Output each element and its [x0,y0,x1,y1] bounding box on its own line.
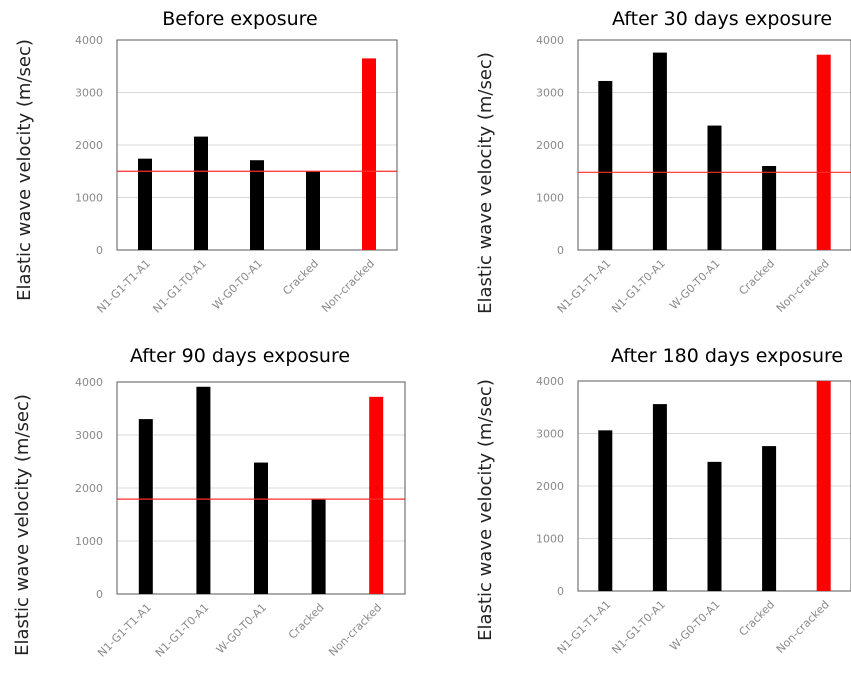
x-tick-label: N1-G1-T0-A1 [150,257,209,316]
bar-cracked [762,446,777,591]
y-tick-label: 3000 [75,429,103,442]
y-tick-label: 2000 [536,139,564,152]
y-tick-label: 1000 [536,533,564,546]
y-tick-label: 1000 [75,535,103,548]
bar-w-g0-t0-a1 [250,160,264,250]
x-tick-label: Non-cracked [774,257,832,315]
y-axis-label: Elastic wave velocity (m/sec) [475,52,496,314]
bar-non-cracked [369,396,384,594]
x-tick-label: W-G0-T0-A1 [214,601,269,656]
chart-title: Before exposure [162,8,317,30]
panel-180-days: After 180 days exposure Elastic wave velo… [475,345,851,657]
x-tick-label: Non-cracked [319,257,377,315]
y-tick-label: 3000 [536,428,564,441]
chart-title: After 180 days exposure [611,345,843,367]
y-tick-label: 2000 [75,482,103,495]
bar-w-g0-t0-a1 [707,125,722,250]
chart-title: After 90 days exposure [130,345,350,367]
bar-n1-g1-t0-a1 [196,386,211,594]
y-tick-label: 4000 [75,34,103,47]
y-tick-label: 0 [96,588,103,601]
y-tick-label: 2000 [536,480,564,493]
y-tick-label: 3000 [536,87,564,100]
bar-n1-g1-t0-a1 [194,136,208,250]
y-tick-label: 3000 [75,87,103,100]
x-tick-label: W-G0-T0-A1 [667,598,722,653]
y-axis-label: Elastic wave velocity (m/sec) [14,39,35,301]
x-tick-label: N1-G1-T1-A1 [555,598,614,657]
bar-cracked [311,499,326,594]
bar-n1-g1-t1-a1 [598,430,613,591]
y-tick-label: 0 [557,585,564,598]
x-tick-label: N1-G1-T1-A1 [95,601,154,660]
panel-before: Before exposure Elastic wave velocity (m/… [14,8,398,316]
y-tick-label: 1000 [536,192,564,205]
y-axis-label: Elastic wave velocity (m/sec) [12,394,33,656]
bar-non-cracked [816,54,831,251]
x-tick-label: N1-G1-T0-A1 [609,598,668,657]
x-tick-label: N1-G1-T1-A1 [94,257,153,316]
y-axis-label: Elastic wave velocity (m/sec) [475,379,496,641]
y-tick-label: 0 [96,244,103,257]
x-tick-label: N1-G1-T0-A1 [153,601,212,660]
x-tick-label: Cracked [280,257,321,298]
bar-n1-g1-t0-a1 [652,404,667,591]
bar-cracked [762,166,777,250]
y-tick-label: 4000 [75,376,103,389]
x-tick-label: W-G0-T0-A1 [667,257,722,312]
y-tick-label: 2000 [75,139,103,152]
bar-non-cracked [816,381,831,591]
x-tick-label: Cracked [286,601,327,642]
y-tick-label: 1000 [75,192,103,205]
x-tick-label: Non-cracked [326,601,384,659]
bar-cracked [306,171,320,250]
bar-non-cracked [362,58,376,250]
panel-30-days: After 30 days exposure Elastic wave veloc… [475,8,851,316]
y-tick-label: 0 [557,244,564,257]
x-tick-label: W-G0-T0-A1 [210,257,265,312]
panel-90-days: After 90 days exposure Elastic wave veloc… [12,345,406,660]
chart-title: After 30 days exposure [612,8,832,30]
bar-n1-g1-t0-a1 [652,52,667,250]
y-tick-label: 4000 [536,34,564,47]
x-tick-label: N1-G1-T1-A1 [555,257,614,316]
bar-n1-g1-t1-a1 [598,80,613,250]
bar-n1-g1-t1-a1 [138,158,152,250]
y-tick-label: 4000 [536,375,564,388]
x-tick-label: Cracked [736,257,777,298]
x-tick-label: Non-cracked [774,598,832,656]
x-tick-label: N1-G1-T0-A1 [609,257,668,316]
bar-n1-g1-t1-a1 [138,419,153,594]
bar-w-g0-t0-a1 [707,461,722,591]
bar-w-g0-t0-a1 [254,462,268,594]
x-tick-label: Cracked [736,598,777,639]
